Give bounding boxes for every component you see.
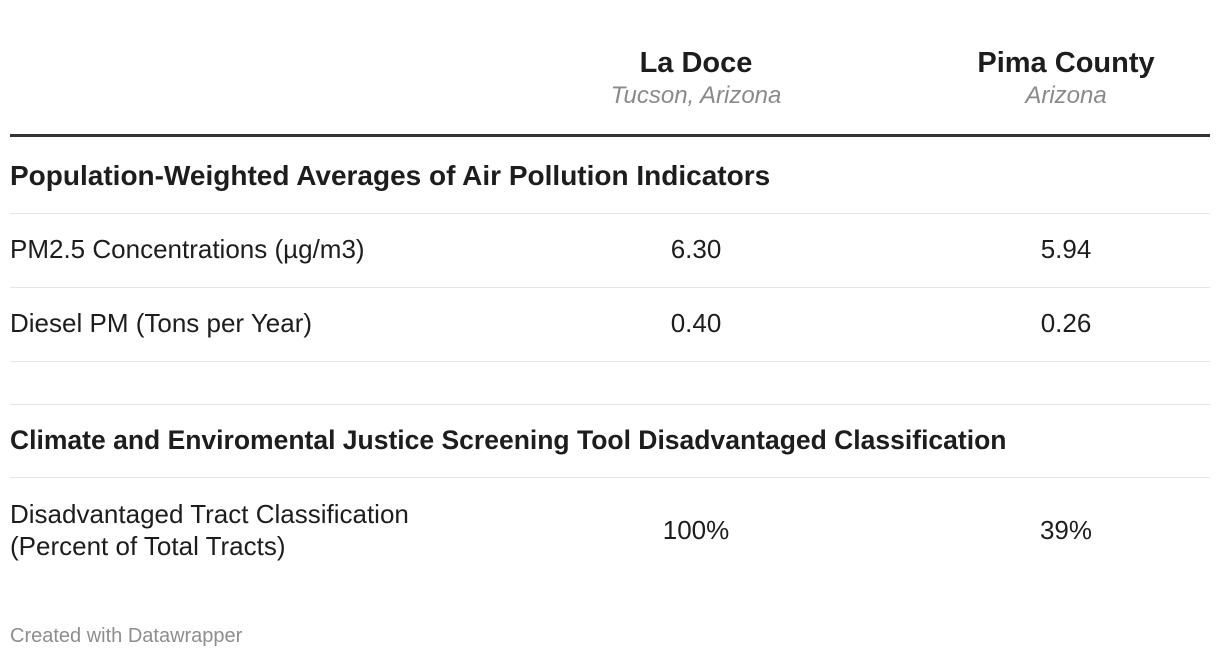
section-spacer (10, 362, 1210, 404)
row-label: PM2.5 Concentrations (µg/m3) (10, 234, 365, 264)
section-title: Climate and Enviromental Justice Screeni… (10, 425, 1007, 455)
table-row: Disadvantaged Tract Classification (Perc… (10, 478, 1210, 588)
table-cell: 0.40 (670, 308, 722, 338)
column-title: La Doce (639, 47, 753, 79)
table-cell: 6.30 (670, 234, 722, 264)
table-row: PM2.5 Concentrations (µg/m3) 6.30 5.94 (10, 214, 1210, 288)
section-header-cejst: Climate and Enviromental Justice Screeni… (10, 404, 1210, 478)
column-title: Pima County (977, 47, 1155, 79)
column-subtitle: Tucson, Arizona (610, 82, 782, 109)
table-row: Diesel PM (Tons per Year) 0.40 0.26 (10, 288, 1210, 362)
table-header: La Doce Tucson, Arizona Pima County Ariz… (10, 0, 1210, 137)
column-subtitle: Arizona (1025, 82, 1107, 109)
column-header-la-doce: La Doce Tucson, Arizona (546, 44, 846, 110)
table-cell: 39% (1039, 515, 1093, 545)
data-table: La Doce Tucson, Arizona Pima County Ariz… (10, 0, 1210, 588)
section-title: Population-Weighted Averages of Air Poll… (10, 160, 771, 191)
column-header-pima-county: Pima County Arizona (916, 44, 1216, 110)
row-label-line: Disadvantaged Tract Classification (10, 499, 409, 529)
row-label-line: (Percent of Total Tracts) (10, 531, 286, 561)
table-cell: 5.94 (1040, 234, 1092, 264)
row-label: Disadvantaged Tract Classification (Perc… (10, 498, 510, 562)
row-label: Diesel PM (Tons per Year) (10, 308, 313, 338)
section-header-air-pollution: Population-Weighted Averages of Air Poll… (10, 137, 1210, 214)
datawrapper-credit-link[interactable]: Created with Datawrapper (10, 625, 243, 647)
table-cell: 100% (662, 515, 730, 545)
table-cell: 0.26 (1040, 308, 1092, 338)
